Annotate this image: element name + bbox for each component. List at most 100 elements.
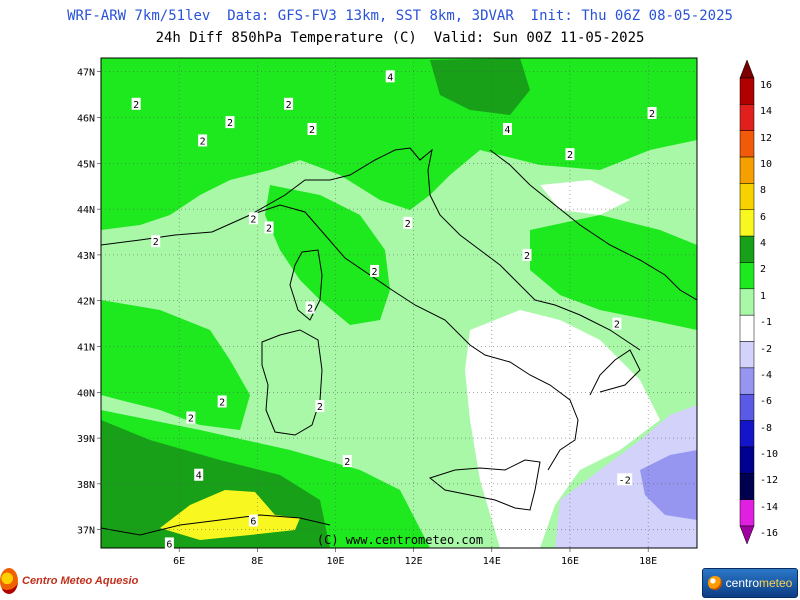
sicily-coastline: [428, 459, 541, 511]
colorbar-segment: [739, 183, 755, 211]
lat-label: 41N: [77, 343, 95, 354]
graticule: [97, 58, 697, 552]
contour-label: -2: [619, 475, 631, 486]
contour-label-bg: [151, 235, 161, 248]
contour-label-bg: [565, 148, 575, 161]
balkan-coastline: [489, 149, 697, 301]
logo-right-text-b: meteo: [759, 576, 793, 590]
map-frame: [100, 57, 698, 549]
coastlines: [101, 147, 697, 536]
colorbar-segment: [739, 367, 755, 395]
contour-label-bg: [164, 537, 174, 550]
logo-centrometeo: centro meteo: [702, 568, 798, 598]
field-4to6-northeast: [430, 58, 530, 115]
contour-label-bg: [617, 473, 633, 486]
colorbar-label: 16: [760, 80, 773, 91]
contour-label: 4: [387, 72, 393, 83]
field-6to8-south: [160, 490, 300, 540]
contour-label-bg: [403, 216, 413, 229]
colorbar-label: 6: [760, 211, 767, 223]
lat-label: 43N: [77, 251, 95, 262]
colorbar-label: 8: [760, 185, 767, 197]
lat-label: 45N: [77, 159, 95, 170]
lat-label: 40N: [77, 388, 95, 399]
logo-swirl-icon: [0, 568, 18, 594]
contour-label-bg: [385, 70, 395, 83]
field-near-zero-adriatic: [540, 180, 630, 215]
lon-label: 12E: [405, 556, 423, 567]
contour-label: 2: [309, 125, 315, 136]
colorbar-segment: [739, 104, 755, 131]
contour-label-bg: [248, 514, 258, 527]
contour-label: 6: [250, 517, 256, 528]
colorbar-label: 12: [760, 132, 773, 144]
copyright-text: (C) www.centrometeo.com: [317, 533, 483, 547]
colorbar-segment: [739, 156, 755, 184]
colorbar-label: -16: [760, 528, 779, 539]
contour-label: 2: [286, 100, 292, 111]
lat-label: 39N: [77, 434, 95, 445]
colorbar-label: 4: [760, 238, 767, 250]
colorbar-label: 1: [760, 290, 767, 302]
latitude-labels: 47N 46N 45N 44N 43N 42N 41N 40N 39N 38N 37N: [77, 68, 95, 537]
colorbar-label: -4: [760, 369, 773, 381]
field-2to4-balkans: [530, 215, 697, 330]
colorbar-label: -2: [760, 343, 773, 355]
colorbar-label: -1: [760, 317, 773, 329]
contour-label: 2: [344, 457, 350, 468]
logo-centro-meteo-aquesio: Centro Meteo Aquesio: [0, 566, 138, 596]
contour-label: 2: [227, 118, 233, 129]
contour-label-bg: [264, 221, 274, 234]
lat-label: 38N: [77, 480, 95, 491]
field-2to4-tyrrhenian: [265, 185, 390, 325]
corsica-coastline: [289, 249, 323, 321]
colorbar-segment: [739, 288, 755, 316]
colorbar-label: 14: [760, 106, 773, 118]
longitude-labels: 6E 8E 10E 12E 14E 16E 18E: [173, 556, 657, 567]
colorbar-top-arrow: [739, 59, 755, 79]
lon-label: 18E: [639, 556, 657, 567]
field-near-zero: [465, 310, 660, 548]
colorbar-segment: [739, 314, 755, 342]
contour-label: 4: [196, 471, 202, 482]
field-minus2to4: [640, 450, 697, 520]
contour-label: 2: [133, 100, 139, 111]
colorbar-segment: [739, 393, 755, 421]
contour-label: 6: [166, 539, 172, 550]
contour-label: 2: [200, 136, 206, 147]
contour-label: 2: [567, 150, 573, 161]
contour-label: 4: [504, 125, 510, 136]
lat-label: 37N: [77, 526, 95, 537]
lat-label: 46N: [77, 114, 95, 125]
field-2to4-west: [101, 300, 250, 430]
colorbar-segment: [739, 209, 755, 237]
contour-label-bg: [307, 122, 317, 135]
contour-label: 2: [524, 251, 530, 262]
colorbar-segment: [739, 262, 755, 290]
contour-label: 2: [307, 304, 313, 315]
colorbar: [739, 59, 755, 545]
colorbar-segment: [739, 77, 755, 105]
contour-label-bg: [217, 395, 227, 408]
contour-label: 2: [405, 219, 411, 230]
contour-label-bg: [305, 301, 315, 314]
lon-label: 8E: [251, 556, 263, 567]
contour-label-bg: [198, 134, 208, 147]
colorbar-segment: [739, 341, 755, 369]
contour-label: 2: [649, 109, 655, 120]
contour-label-bg: [194, 468, 204, 481]
contour-label-bg: [502, 122, 512, 135]
contour-label-bg: [370, 264, 380, 277]
colorbar-bottom-arrow: [739, 525, 755, 545]
lat-label: 44N: [77, 205, 95, 216]
contour-label-bg: [647, 106, 657, 119]
colorbar-label: -8: [760, 422, 773, 434]
contour-label: 2: [266, 223, 272, 234]
field-2to4-north: [101, 58, 697, 230]
contour-label: 2: [219, 397, 225, 408]
title-field-info: 24h Diff 850hPa Temperature (C) Valid: S…: [155, 30, 645, 46]
colorbar-segment: [739, 446, 755, 474]
contour-label-bg: [131, 97, 141, 110]
lat-label: 42N: [77, 297, 95, 308]
